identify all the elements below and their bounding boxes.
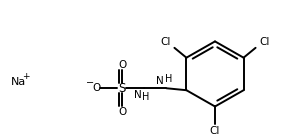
Text: −: − bbox=[86, 78, 94, 88]
Text: +: + bbox=[22, 72, 30, 81]
Text: H: H bbox=[165, 74, 172, 84]
Text: Cl: Cl bbox=[160, 37, 171, 47]
Text: Cl: Cl bbox=[210, 126, 220, 136]
Text: O: O bbox=[92, 83, 101, 93]
Text: Cl: Cl bbox=[259, 37, 270, 47]
Text: S: S bbox=[119, 82, 126, 95]
Text: O: O bbox=[118, 60, 127, 70]
Text: N: N bbox=[134, 90, 141, 100]
Text: N: N bbox=[156, 76, 163, 86]
Text: Na: Na bbox=[10, 77, 26, 87]
Text: O: O bbox=[118, 107, 127, 117]
Text: H: H bbox=[142, 92, 149, 102]
